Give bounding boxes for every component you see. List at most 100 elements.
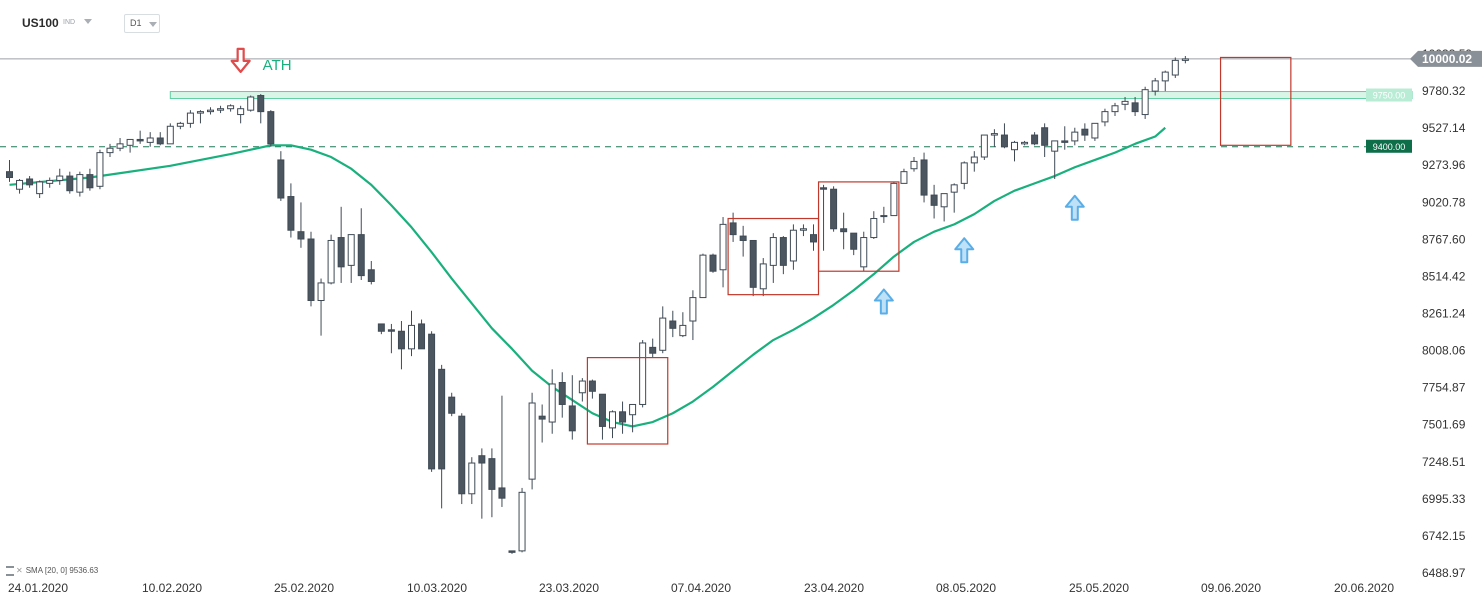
candle: [377, 323, 385, 335]
candle: [1071, 127, 1079, 146]
candle: [166, 123, 174, 145]
candle-body: [468, 462, 476, 495]
candle-body: [1031, 134, 1039, 145]
candle: [508, 550, 516, 554]
candle: [1061, 126, 1069, 150]
candle: [980, 134, 988, 160]
candle: [900, 168, 908, 184]
y-tick-label: 7754.87: [1422, 381, 1466, 395]
candle: [558, 372, 566, 418]
candle: [629, 403, 637, 433]
candle: [317, 278, 325, 336]
candle: [247, 95, 255, 112]
candle-body: [840, 228, 848, 233]
candle: [639, 340, 647, 408]
sma-layer: [9, 126, 1166, 428]
chart-toolbar: US100 IND D1: [0, 0, 1482, 46]
candle-body: [186, 112, 194, 124]
candle-body: [96, 152, 104, 187]
close-icon[interactable]: ✕: [16, 566, 23, 576]
candle: [970, 151, 978, 172]
candle: [156, 132, 164, 146]
candle-body: [659, 317, 667, 351]
symbol-dropdown-icon[interactable]: [84, 19, 92, 24]
candle-body: [518, 491, 526, 552]
indicator-settings-icon[interactable]: [6, 566, 14, 576]
candle: [176, 121, 184, 130]
candle: [518, 487, 526, 553]
candle-body: [980, 134, 988, 158]
candle: [327, 234, 335, 285]
candle-body: [367, 269, 375, 282]
candle: [1181, 55, 1189, 64]
candle-body: [297, 231, 305, 240]
timeframe-select[interactable]: D1: [124, 14, 160, 33]
candle-body: [669, 320, 677, 329]
y-tick-label: 6488.97: [1422, 566, 1466, 580]
down-arrow-icon: [230, 47, 251, 73]
x-tick-label: 24.01.2020: [8, 581, 68, 595]
candle: [890, 181, 898, 217]
candle: [1121, 96, 1129, 111]
candle: [126, 138, 134, 153]
candle: [196, 110, 204, 124]
candle: [237, 105, 245, 124]
candle-body: [749, 239, 757, 288]
candle-body: [1181, 58, 1189, 61]
candle-body: [428, 333, 436, 470]
candle: [739, 225, 747, 257]
candle-body: [789, 229, 797, 262]
candle: [709, 253, 717, 273]
candle: [1161, 70, 1169, 92]
candle-body: [1131, 102, 1139, 113]
candle-body: [729, 222, 737, 236]
axes-layer: 10033.599780.329527.149273.969020.788767…: [8, 47, 1482, 595]
candle-body: [458, 415, 466, 495]
candle: [86, 168, 94, 191]
x-tick-label: 20.06.2020: [1334, 581, 1394, 595]
candle-body: [247, 96, 255, 111]
candle: [468, 457, 476, 505]
candle-body: [548, 383, 556, 423]
candle-body: [1021, 141, 1029, 145]
candle-body: [810, 234, 817, 243]
last-price-tag: [1410, 50, 1482, 67]
candle: [789, 224, 797, 270]
candle: [26, 176, 34, 188]
candle-body: [910, 160, 918, 170]
y-tick-label: 8514.42: [1422, 269, 1466, 283]
candle: [1051, 140, 1059, 179]
x-tick-label: 25.02.2020: [274, 581, 334, 595]
candle: [207, 107, 214, 115]
candle: [840, 212, 848, 250]
arrows-layer: ATH: [230, 47, 1085, 315]
candle-body: [960, 162, 968, 184]
candle-body: [759, 263, 767, 290]
candle-body: [830, 188, 838, 230]
sma-line: [9, 126, 1166, 428]
symbol-name[interactable]: US100: [22, 16, 59, 30]
candle-body: [317, 282, 325, 302]
candle: [669, 310, 677, 338]
candle-body: [1141, 89, 1149, 116]
candle-body: [397, 330, 405, 350]
chevron-down-icon: [149, 22, 157, 27]
x-tick-label: 08.05.2020: [936, 581, 996, 595]
x-tick-label: 09.06.2020: [1201, 581, 1261, 595]
candle-body: [136, 138, 144, 142]
candle-body: [277, 159, 285, 199]
candle: [619, 401, 627, 434]
candle: [337, 206, 345, 283]
candle: [1041, 123, 1049, 158]
candle-body: [1041, 127, 1049, 146]
candle: [940, 193, 948, 222]
candle: [1091, 122, 1099, 141]
x-tick-label: 23.04.2020: [804, 581, 864, 595]
candle: [860, 231, 868, 272]
candle: [46, 177, 54, 188]
y-tick-label: 7501.69: [1422, 418, 1466, 432]
candle: [689, 290, 697, 341]
candle: [297, 202, 305, 248]
candle: [799, 224, 807, 237]
